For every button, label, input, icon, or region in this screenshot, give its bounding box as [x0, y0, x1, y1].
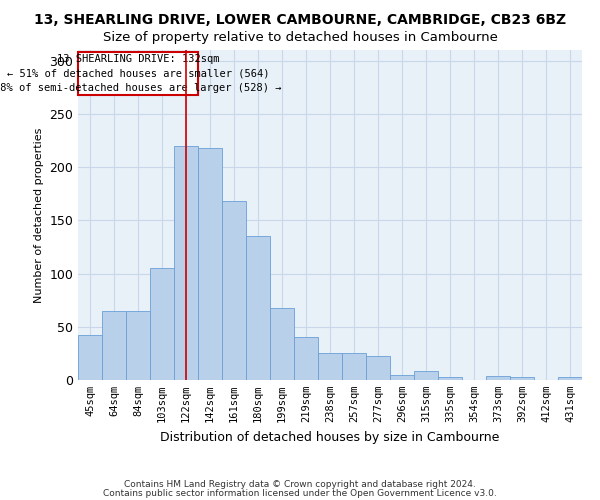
Bar	[438, 377, 462, 380]
Bar	[102, 311, 126, 380]
Bar	[342, 354, 366, 380]
Bar	[414, 372, 438, 380]
Bar	[486, 376, 510, 380]
Bar	[198, 148, 222, 380]
Y-axis label: Number of detached properties: Number of detached properties	[34, 128, 44, 302]
Bar	[222, 201, 246, 380]
FancyBboxPatch shape	[78, 52, 198, 94]
Text: 13, SHEARLING DRIVE, LOWER CAMBOURNE, CAMBRIDGE, CB23 6BZ: 13, SHEARLING DRIVE, LOWER CAMBOURNE, CA…	[34, 12, 566, 26]
Text: Size of property relative to detached houses in Cambourne: Size of property relative to detached ho…	[103, 31, 497, 44]
Bar	[294, 338, 318, 380]
Text: Contains public sector information licensed under the Open Government Licence v3: Contains public sector information licen…	[103, 488, 497, 498]
Bar	[510, 377, 534, 380]
Bar	[318, 354, 342, 380]
Bar	[246, 236, 270, 380]
Bar	[558, 377, 582, 380]
Bar	[270, 308, 294, 380]
Bar	[78, 336, 102, 380]
Bar	[174, 146, 198, 380]
Bar	[366, 356, 390, 380]
Bar	[150, 268, 174, 380]
Text: Contains HM Land Registry data © Crown copyright and database right 2024.: Contains HM Land Registry data © Crown c…	[124, 480, 476, 489]
Bar	[126, 311, 150, 380]
Text: 13 SHEARLING DRIVE: 132sqm
← 51% of detached houses are smaller (564)
48% of sem: 13 SHEARLING DRIVE: 132sqm ← 51% of deta…	[0, 54, 282, 93]
X-axis label: Distribution of detached houses by size in Cambourne: Distribution of detached houses by size …	[160, 430, 500, 444]
Bar	[390, 374, 414, 380]
